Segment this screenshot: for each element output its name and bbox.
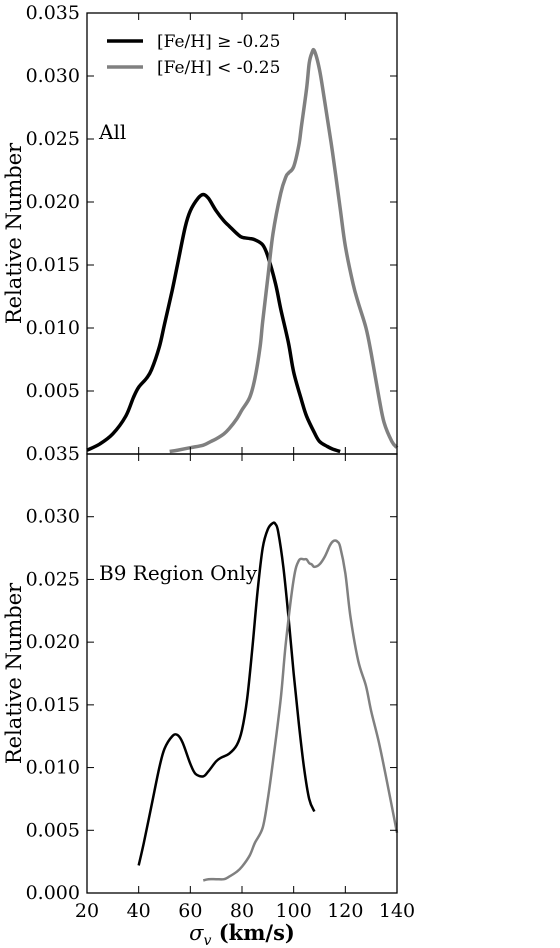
- bottom-y-tick-label: 0.020: [26, 631, 80, 653]
- bottom-y-tick-label: 0.025: [26, 568, 80, 590]
- top-y-tick-label: 0.015: [26, 254, 80, 276]
- x-tick-label: 40: [127, 900, 151, 922]
- top-y-tick-label: 0.035: [26, 2, 80, 24]
- x-axis-label: σv (km/s): [189, 920, 295, 948]
- bottom-y-tick-label: 0.015: [26, 694, 80, 716]
- top-panel-lines: [86, 47, 399, 454]
- top-series-line-metal-rich: [86, 192, 341, 454]
- top-y-tick-label: 0.035: [26, 443, 80, 465]
- legend: [Fe/H] ≥ -0.25 [Fe/H] < -0.25: [107, 32, 280, 78]
- bottom-panel-annotation: B9 Region Only: [99, 561, 258, 585]
- top-panel: 0.0350.0050.0100.0150.0200.0250.0300.035…: [2, 2, 399, 465]
- top-y-tick-label: 0.005: [26, 380, 80, 402]
- legend-label-metal-poor: [Fe/H] < -0.25: [157, 58, 280, 78]
- bottom-y-tick-label: 0.000: [26, 882, 80, 904]
- top-panel-y-tick-labels: 0.035 0.005 0.010 0.015 0.020 0.025 0.030 0.035: [26, 2, 80, 465]
- x-axis-label-subscript: v: [203, 933, 211, 948]
- legend-label-metal-rich: [Fe/H] ≥ -0.25: [157, 32, 280, 52]
- top-series-line-metal-poor: [169, 47, 399, 454]
- top-y-tick-label: 0.025: [26, 128, 80, 150]
- bottom-panel: 0.000 0.005 0.010 0.015 0.020 0.025 0.030 20 40…: [2, 453, 415, 948]
- bottom-panel-ticks: [86, 454, 398, 894]
- top-y-tick-label: 0.010: [26, 317, 80, 339]
- top-y-axis-label: Relative Number: [2, 142, 26, 324]
- top-y-tick-label: 0.020: [26, 191, 80, 213]
- bottom-y-axis-label: Relative Number: [2, 582, 26, 764]
- bottom-panel-lines: [137, 521, 399, 882]
- x-axis-label-symbol: σ: [189, 921, 204, 945]
- top-y-tick-label: 0.030: [26, 65, 80, 87]
- top-panel-annotation: All: [98, 120, 126, 144]
- bottom-y-tick-label: 0.030: [26, 506, 80, 528]
- bottom-y-tick-label: 0.005: [26, 819, 80, 841]
- bottom-y-tick-label: 0.010: [26, 757, 80, 779]
- x-tick-label: 20: [75, 900, 99, 922]
- x-tick-label: 140: [379, 900, 415, 922]
- x-tick-label: 120: [327, 900, 363, 922]
- x-tick-label: 100: [276, 900, 312, 922]
- x-tick-label: 60: [178, 900, 202, 922]
- bottom-panel-y-tick-labels: 0.000 0.005 0.010 0.015 0.020 0.025 0.030: [26, 506, 80, 904]
- bottom-series-line-metal-poor: [202, 539, 399, 882]
- bottom-panel-x-tick-labels: 20 40 60 80 100 120 140: [75, 900, 415, 922]
- x-axis-label-unit: (km/s): [211, 920, 294, 945]
- x-tick-label: 80: [230, 900, 254, 922]
